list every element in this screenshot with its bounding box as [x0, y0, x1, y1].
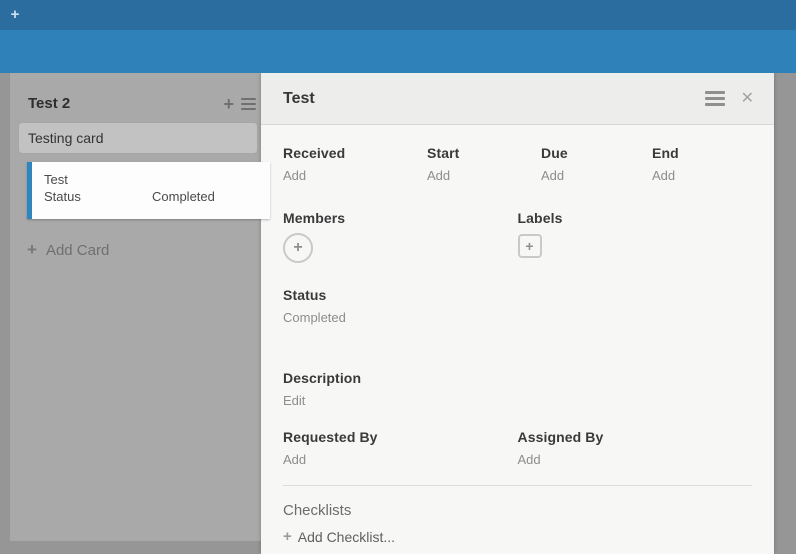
checklists-section: Checklists + Add Checklist... — [283, 502, 752, 545]
close-icon[interactable]: ✕ — [740, 89, 754, 107]
list-header: Test 2 + — [10, 73, 268, 122]
list-test-2: Test 2 + Test Status Completed + Add — [10, 73, 270, 541]
received-add-link[interactable]: Add — [283, 168, 307, 183]
start-add-link[interactable]: Add — [427, 168, 451, 183]
card-title: Test — [44, 172, 68, 187]
plus-icon: + — [27, 240, 37, 259]
list-menu-hamburger-icon[interactable] — [241, 97, 256, 110]
add-member-button[interactable]: + — [283, 233, 313, 263]
assigned-by-add-link[interactable]: Add — [517, 452, 541, 467]
board-canvas: Test 2 + Test Status Completed + Add — [0, 73, 796, 554]
description-section: Description Edit — [283, 370, 752, 408]
checklists-label: Checklists — [283, 502, 352, 519]
members-label: Members — [283, 210, 346, 226]
status-label: Status — [283, 287, 327, 303]
new-card-title-input[interactable] — [18, 122, 258, 154]
card-menu-hamburger-icon[interactable] — [704, 91, 725, 106]
plus-icon: + — [283, 528, 292, 545]
end-label: End — [652, 145, 679, 161]
due-label: Due — [541, 145, 568, 161]
board-header-bar — [0, 30, 796, 73]
description-edit-link[interactable]: Edit — [283, 393, 306, 408]
labels-label: Labels — [517, 210, 563, 226]
add-board-icon[interactable]: + — [10, 6, 20, 23]
members-labels-row: Members + Labels + — [283, 210, 752, 263]
top-navigation-bar: + — [0, 0, 796, 30]
card-detail-body: Received Add Start Add Due Add End Add — [261, 125, 774, 554]
card-detail-header: Test ✕ — [261, 73, 774, 125]
start-label: Start — [427, 145, 460, 161]
list-add-card-icon[interactable]: + — [223, 93, 234, 114]
received-label: Received — [283, 145, 346, 161]
add-card-button[interactable]: + Add Card — [27, 240, 268, 260]
assigned-by-label: Assigned By — [517, 429, 604, 445]
list-title: Test 2 — [28, 95, 71, 112]
status-section: Status Completed — [283, 287, 752, 325]
status-value[interactable]: Completed — [283, 310, 346, 325]
add-label-button[interactable]: + — [517, 234, 542, 258]
card-test[interactable]: Test Status Completed — [27, 162, 270, 219]
card-detail-panel: Test ✕ Received Add Start — [261, 73, 774, 554]
due-add-link[interactable]: Add — [541, 168, 565, 183]
requested-by-label: Requested By — [283, 429, 378, 445]
description-label: Description — [283, 370, 362, 386]
card-field-name: Status — [44, 189, 81, 204]
end-add-link[interactable]: Add — [652, 168, 676, 183]
add-checklist-button[interactable]: + Add Checklist... — [283, 528, 752, 545]
section-divider — [283, 485, 752, 486]
requested-assigned-row: Requested By Add Assigned By Add — [283, 429, 752, 467]
card-detail-title: Test — [283, 89, 315, 107]
add-checklist-label: Add Checklist... — [297, 528, 396, 545]
dates-row: Received Add Start Add Due Add End Add — [283, 145, 752, 183]
add-card-label: Add Card — [45, 241, 110, 259]
requested-by-add-link[interactable]: Add — [283, 452, 307, 467]
card-field-value: Completed — [152, 189, 215, 204]
